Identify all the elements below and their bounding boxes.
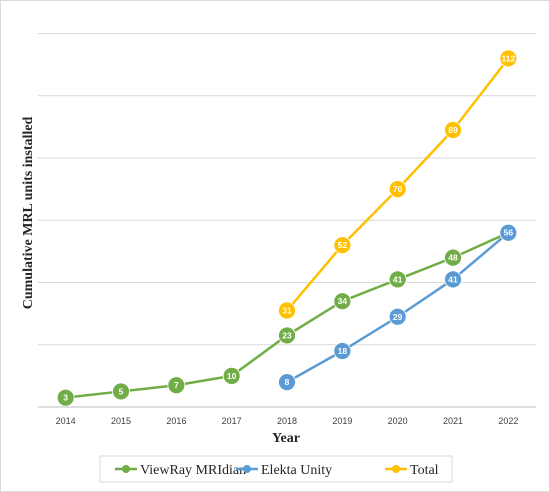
series-lines: 31527089112357102334414856818294156 xyxy=(56,49,518,407)
data-label-elekta-unity: 8 xyxy=(285,377,290,387)
data-label-viewray-mridian: 10 xyxy=(227,371,237,381)
data-point-total xyxy=(388,180,407,199)
data-label-elekta-unity: 29 xyxy=(393,312,403,322)
data-point-total xyxy=(444,121,462,139)
data-point-elekta-unity xyxy=(499,223,518,242)
series-line-elekta-unity xyxy=(286,231,510,384)
x-tick-label: 2015 xyxy=(111,416,131,426)
x-axis-ticks: 2014 2015 2016 2017 2018 2019 2020 2021 2022 xyxy=(56,416,519,426)
data-label-total: 70 xyxy=(393,184,403,194)
data-label-elekta-unity: 56 xyxy=(504,228,514,238)
x-tick-label: 2020 xyxy=(388,416,408,426)
x-axis-title: Year xyxy=(272,431,300,446)
legend-marker-viewray-mridian xyxy=(122,465,130,473)
data-label-elekta-unity: 18 xyxy=(338,346,348,356)
legend-label-elekta-unity: Elekta Unity xyxy=(261,463,332,478)
data-point-elekta-unity xyxy=(278,373,296,392)
data-point-total xyxy=(499,49,518,68)
data-point-total xyxy=(278,301,296,320)
data-label-total: 52 xyxy=(338,240,348,250)
legend-marker-elekta-unity xyxy=(243,465,251,473)
data-point-viewray-mridian xyxy=(56,388,75,407)
data-label-elekta-unity: 41 xyxy=(448,274,458,284)
data-point-viewray-mridian xyxy=(388,270,407,289)
data-point-viewray-mridian xyxy=(167,376,186,395)
legend-label-total: Total xyxy=(410,463,439,478)
x-tick-label: 2018 xyxy=(277,416,297,426)
data-point-elekta-unity xyxy=(333,342,352,360)
data-point-viewray-mridian xyxy=(278,326,296,345)
x-tick-label: 2022 xyxy=(498,416,518,426)
x-tick-label: 2019 xyxy=(332,416,352,426)
legend-marker-total xyxy=(392,465,400,473)
data-label-total: 112 xyxy=(501,53,515,63)
data-point-viewray-mridian xyxy=(444,248,462,267)
data-label-total: 89 xyxy=(448,125,458,135)
data-label-viewray-mridian: 48 xyxy=(448,253,458,263)
gridlines xyxy=(38,33,536,408)
x-tick-label: 2017 xyxy=(222,416,242,426)
x-tick-label: 2016 xyxy=(166,416,186,426)
data-point-total xyxy=(333,236,352,255)
x-tick-label: 2021 xyxy=(443,416,463,426)
y-axis-title: Cumulative MRL units installed xyxy=(21,117,36,310)
data-label-viewray-mridian: 5 xyxy=(119,386,124,396)
legend-label-viewray-mridian: ViewRay MRIdian xyxy=(140,463,246,478)
data-point-viewray-mridian xyxy=(112,382,130,401)
data-label-total: 31 xyxy=(282,306,292,316)
data-point-viewray-mridian xyxy=(222,366,241,385)
x-tick-label: 2014 xyxy=(56,416,76,426)
data-label-viewray-mridian: 23 xyxy=(282,330,292,340)
data-point-elekta-unity xyxy=(444,270,462,289)
data-label-viewray-mridian: 7 xyxy=(174,380,179,390)
data-label-viewray-mridian: 34 xyxy=(338,296,348,306)
data-point-viewray-mridian xyxy=(333,292,352,311)
data-label-viewray-mridian: 41 xyxy=(393,274,403,284)
data-point-elekta-unity xyxy=(388,307,407,326)
data-label-viewray-mridian: 3 xyxy=(63,393,68,403)
legend: ViewRay MRIdian Elekta Unity Total xyxy=(99,455,453,483)
